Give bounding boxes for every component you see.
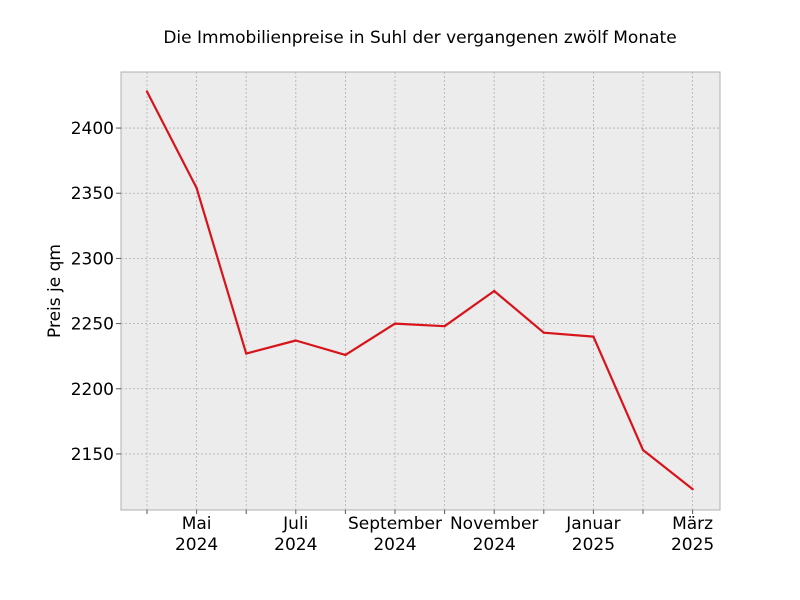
- x-tick-label: Mai 2024: [175, 514, 218, 555]
- grid: [121, 72, 720, 510]
- data-point: [641, 448, 645, 452]
- series-layer: [145, 90, 694, 491]
- data-point: [443, 324, 446, 328]
- x-tick-label-month: September: [348, 514, 442, 534]
- y-tick-label: 2150: [71, 445, 114, 465]
- x-tick-label: November 2024: [450, 514, 538, 555]
- x-tick-label-year: 2025: [572, 535, 615, 555]
- data-point: [195, 186, 198, 190]
- x-tick-label-year: 2024: [473, 535, 516, 555]
- plot-frame: [120, 71, 721, 511]
- data-point: [145, 90, 149, 93]
- x-tick-label-year: 2024: [175, 535, 218, 555]
- y-tick-label: 2250: [71, 315, 114, 335]
- x-tick-label: September 2024: [348, 514, 442, 555]
- data-point: [245, 352, 248, 355]
- y-tick-label: 2300: [71, 249, 114, 269]
- x-tick-label: Juli 2024: [274, 514, 317, 555]
- x-tick-label-month: November: [450, 514, 538, 534]
- y-axis-label: Preis je qm: [45, 244, 65, 338]
- x-tick-label: Januar 2025: [565, 514, 620, 555]
- data-point: [542, 331, 545, 334]
- x-tick-label-month: Juli: [282, 514, 308, 534]
- series-line: [146, 91, 694, 490]
- x-tick-label-year: 2025: [671, 535, 714, 555]
- data-point: [592, 335, 595, 338]
- y-tick-label: 2200: [71, 380, 114, 400]
- y-tick-label: 2400: [71, 119, 114, 139]
- data-point: [294, 339, 297, 342]
- x-tick-label-month: Mai: [182, 514, 212, 534]
- x-tick-label-year: 2024: [274, 535, 317, 555]
- x-tick-label-month: März: [672, 514, 713, 534]
- data-point: [344, 353, 347, 357]
- x-tick-label-year: 2024: [373, 535, 416, 555]
- data-point: [393, 322, 397, 325]
- data-point: [691, 487, 694, 491]
- x-tick-label-month: Januar: [565, 514, 620, 534]
- data-point: [493, 289, 496, 293]
- y-axis: 2150 2200 2250 2300 2350 2400: [71, 119, 121, 465]
- chart-title: Die Immobilienpreise in Suhl der vergang…: [163, 28, 676, 48]
- y-tick-label: 2350: [71, 184, 114, 204]
- x-tick-label: März 2025: [671, 514, 714, 555]
- plot-area: [121, 72, 720, 510]
